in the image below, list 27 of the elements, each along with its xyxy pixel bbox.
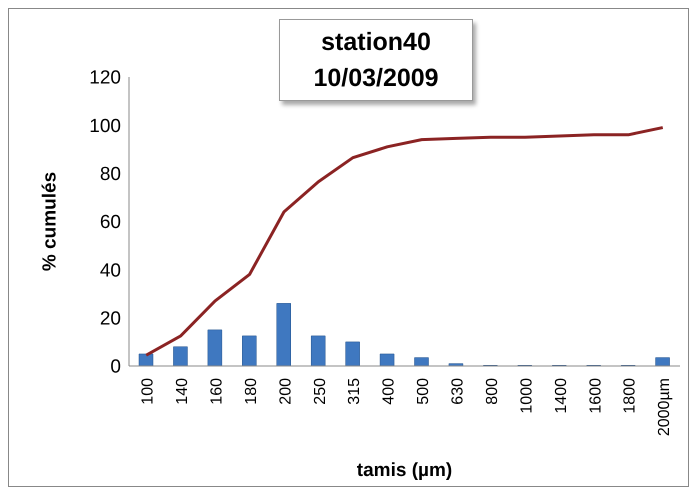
chart-subtitle: 10/03/2009 [312, 63, 440, 94]
x-tick-label: 630 [450, 378, 467, 405]
x-tick-label: 250 [312, 378, 329, 405]
x-tick-label: 500 [415, 378, 432, 405]
y-tick-label: 40 [100, 260, 121, 282]
x-tick-label: 1000 [518, 378, 536, 414]
x-tick-label: 2000µm [656, 378, 674, 436]
x-tick-label: 800 [484, 378, 501, 405]
y-axis-title: % cumulés [40, 172, 61, 272]
y-tick-label: 60 [100, 212, 121, 234]
x-tick-label: 180 [242, 378, 260, 405]
x-axis-title: tamis (µm) [356, 460, 452, 481]
x-tick-label: 315 [346, 378, 364, 405]
y-tick-label: 120 [89, 68, 121, 89]
y-tick-label: 0 [110, 356, 121, 378]
x-tick-label: 100 [140, 378, 157, 405]
x-tick-label: 1400 [552, 378, 570, 414]
x-tick-label: 1800 [622, 378, 639, 414]
chart-title: station40 [320, 27, 432, 58]
y-tick-label: 80 [100, 164, 121, 186]
x-tick-label: 1600 [587, 378, 604, 414]
x-tick-label: 200 [277, 378, 294, 405]
y-tick-label: 100 [89, 116, 121, 137]
x-tick-label: 160 [208, 378, 226, 405]
y-tick-label: 20 [100, 308, 121, 330]
x-tick-label: 400 [380, 378, 398, 405]
x-tick-label: 140 [174, 378, 192, 405]
